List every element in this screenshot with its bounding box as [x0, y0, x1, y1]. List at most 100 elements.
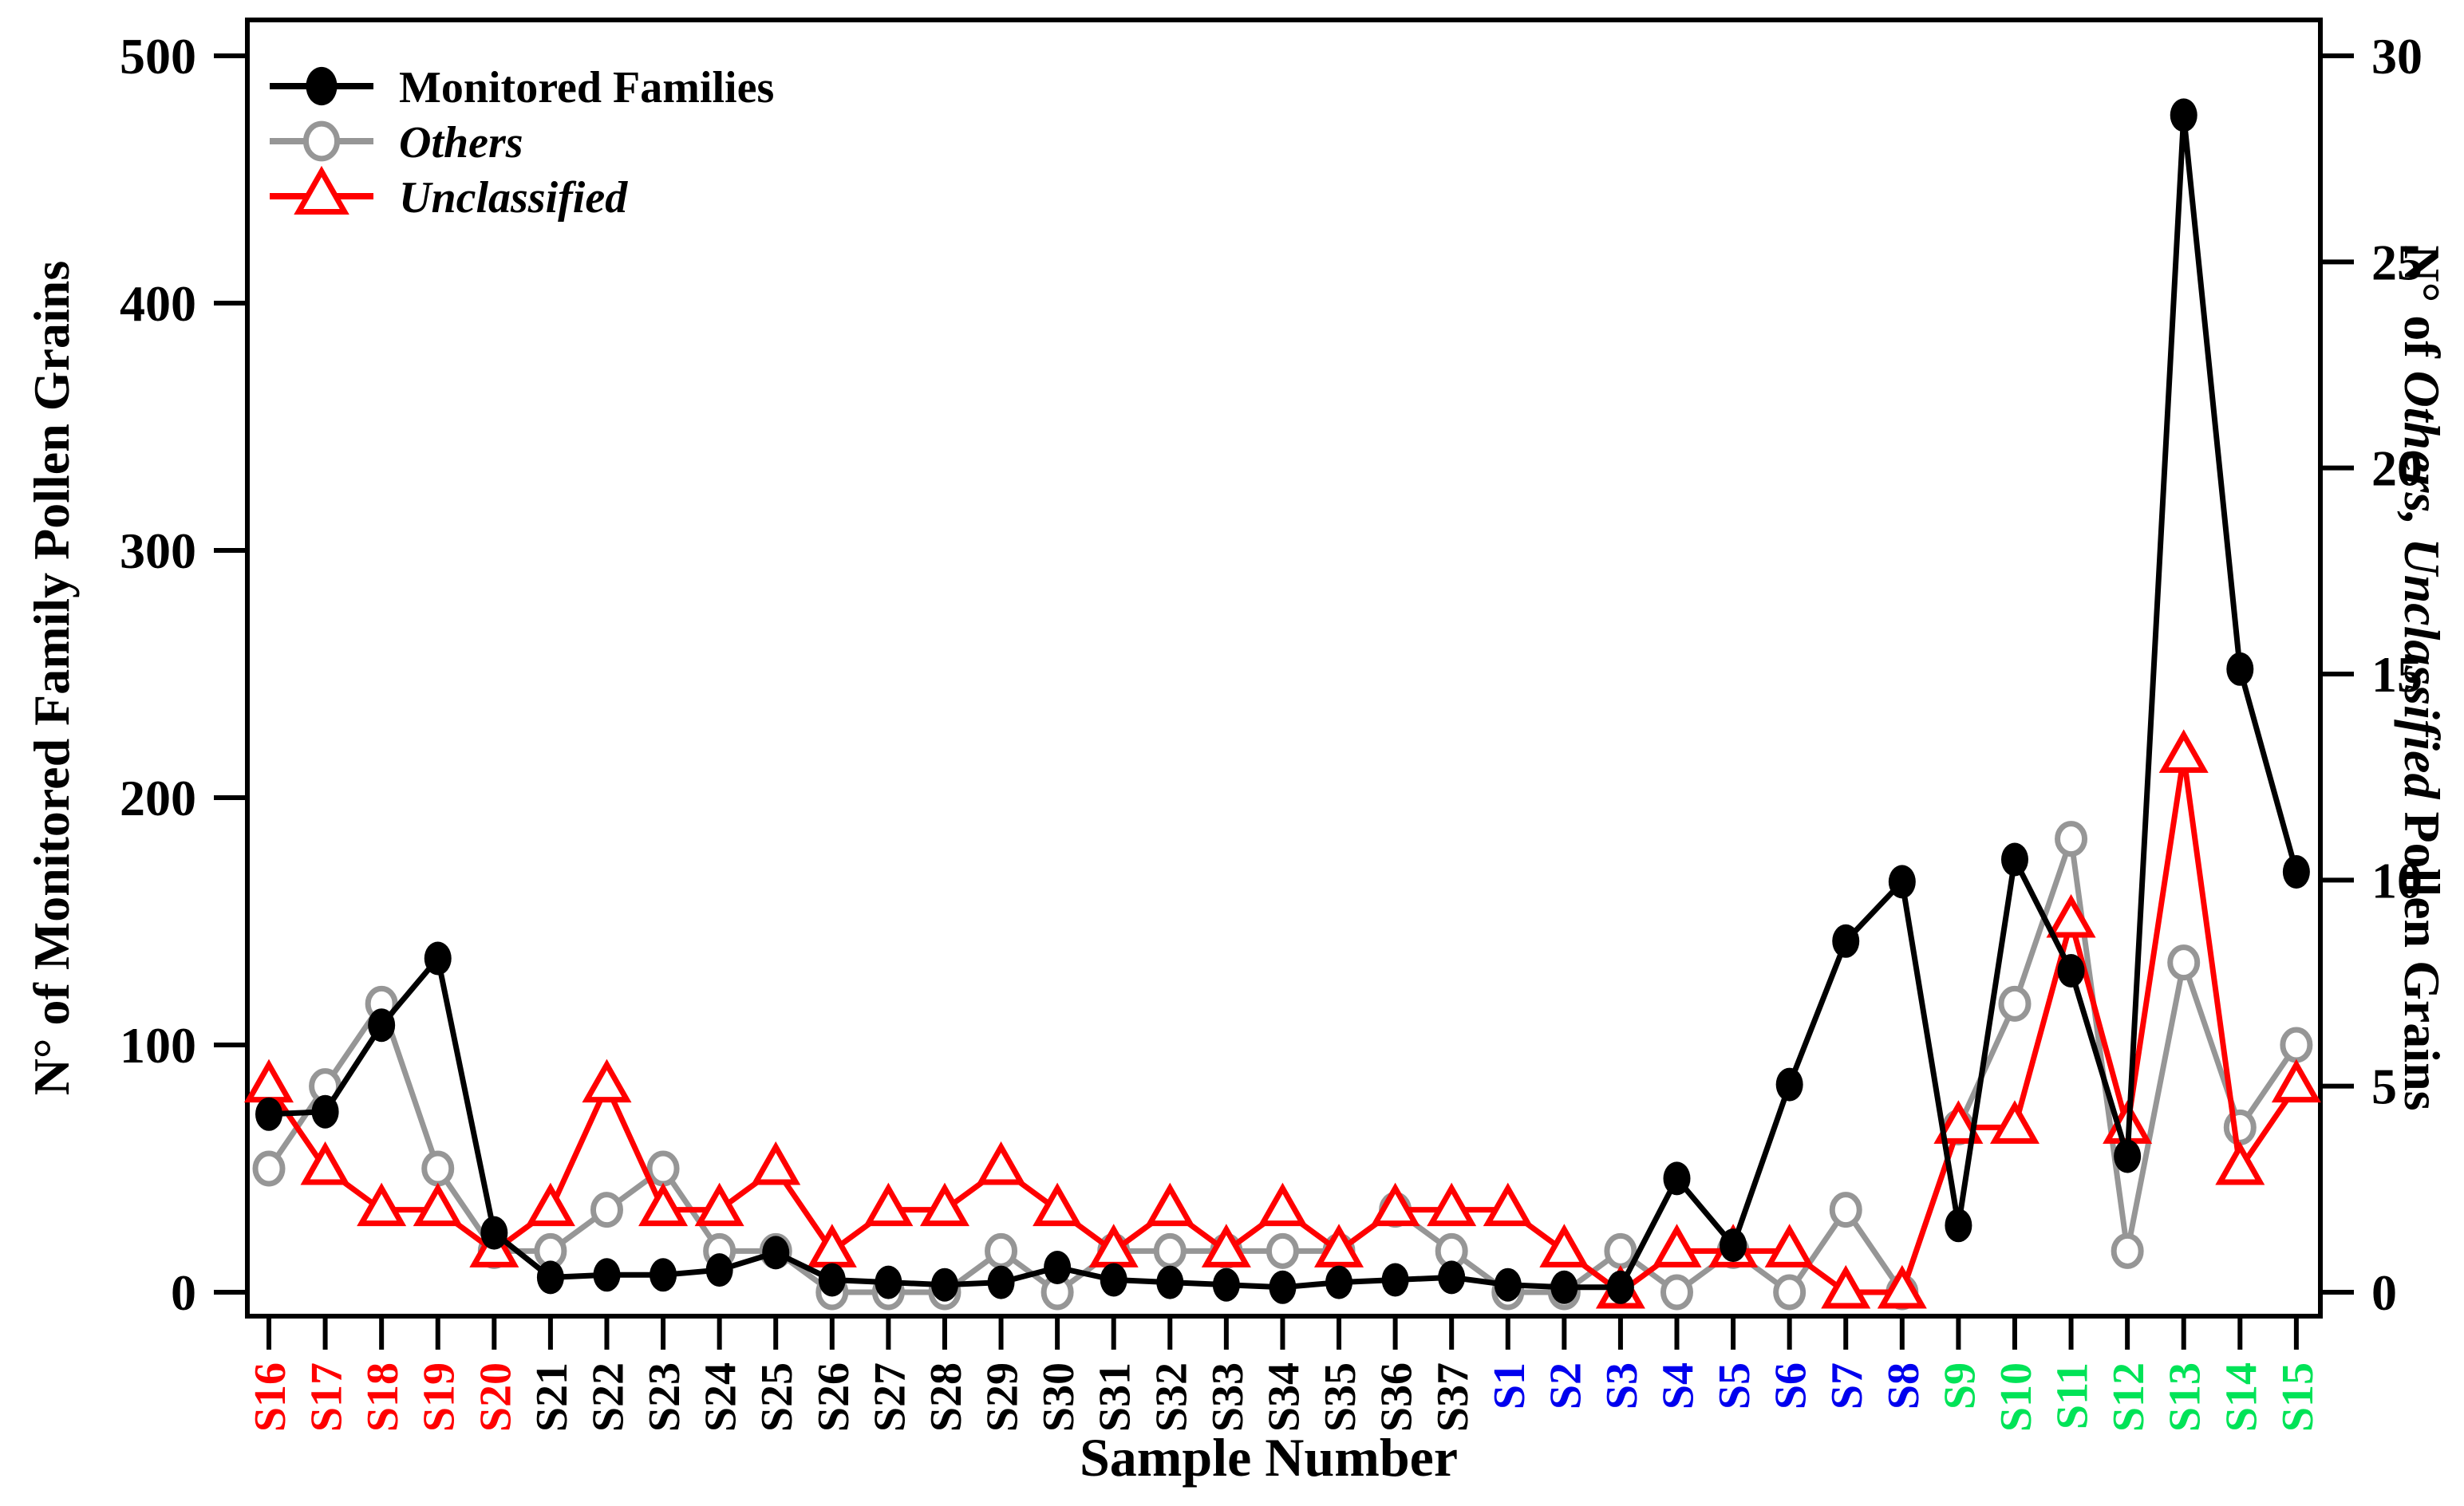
- x-tick-label: S14: [2217, 1362, 2266, 1432]
- open-triangle-marker: [1033, 1182, 1083, 1227]
- open-circle-marker: [590, 1192, 623, 1228]
- open-triangle-marker: [1764, 1224, 1814, 1267]
- open-circle-marker: [1604, 1232, 1637, 1269]
- x-tick-label: S20: [471, 1362, 520, 1432]
- open-triangle-marker: [413, 1182, 463, 1227]
- right-axis-tick-label: 30: [2371, 28, 2423, 85]
- open-triangle-marker: [2271, 1059, 2321, 1103]
- filled-circle-marker: [705, 1253, 733, 1287]
- open-triangle-marker: [525, 1182, 575, 1227]
- open-circle-marker: [646, 1150, 680, 1187]
- x-axis-title: Sample Number: [1080, 1427, 1458, 1488]
- filled-circle-marker: [1156, 1265, 1184, 1299]
- open-circle-marker: [1266, 1232, 1299, 1269]
- x-tick-label: S1: [1485, 1362, 1534, 1409]
- x-tick-label: S25: [752, 1362, 802, 1432]
- filled-circle-marker: [2000, 842, 2028, 877]
- x-tick-label: S6: [1767, 1362, 1816, 1409]
- x-tick-label: S16: [246, 1362, 295, 1432]
- filled-circle-marker: [1832, 924, 1860, 958]
- filled-circle-marker: [987, 1265, 1015, 1299]
- open-triangle-marker: [2158, 729, 2209, 773]
- filled-circle-marker: [1381, 1263, 1409, 1297]
- filled-circle-marker: [1438, 1260, 1466, 1295]
- x-tick-label: S17: [302, 1362, 352, 1432]
- open-triangle-marker: [863, 1182, 914, 1227]
- right-axis-tick-label: 5: [2371, 1059, 2397, 1115]
- open-triangle-marker: [294, 165, 349, 215]
- filled-circle-marker: [1550, 1270, 1578, 1304]
- x-tick-label: S11: [2048, 1362, 2098, 1429]
- x-tick-label: S32: [1147, 1362, 1196, 1432]
- open-triangle-marker: [2215, 1141, 2265, 1185]
- open-triangle-marker: [751, 1141, 801, 1185]
- x-tick-label: S2: [1541, 1362, 1590, 1409]
- left-axis-tick-label: 0: [171, 1264, 196, 1321]
- open-circle-marker: [1998, 985, 2032, 1022]
- x-tick-label: S15: [2273, 1362, 2323, 1432]
- open-triangle-marker: [1258, 1182, 1308, 1227]
- right-axis-tick-label: 0: [2371, 1264, 2397, 1321]
- left-axis-tick-label: 100: [120, 1017, 196, 1074]
- filled-circle-marker: [424, 941, 452, 976]
- open-triangle-marker: [1877, 1264, 1927, 1309]
- left-axis-title: N° of Monitored Family Pollen Grains: [23, 261, 80, 1096]
- x-tick-label: S10: [1992, 1362, 2041, 1432]
- filled-circle-marker: [2282, 855, 2310, 889]
- open-triangle-marker: [1652, 1224, 1702, 1267]
- open-triangle-marker: [1145, 1182, 1195, 1227]
- x-tick-label: S3: [1597, 1362, 1647, 1409]
- filled-circle-marker: [1212, 1267, 1240, 1302]
- open-circle-marker: [2055, 821, 2088, 857]
- filled-circle-marker: [593, 1258, 621, 1292]
- x-tick-label: S7: [1822, 1362, 1872, 1409]
- left-axis-tick-label: 400: [120, 275, 196, 332]
- right-axis-tick-label: 15: [2371, 646, 2423, 703]
- x-tick-label: S4: [1654, 1362, 1704, 1409]
- filled-circle-marker: [480, 1216, 508, 1250]
- x-tick-label: S36: [1372, 1362, 1422, 1432]
- legend-label: Others: [399, 118, 523, 168]
- open-circle-marker: [1829, 1192, 1862, 1228]
- filled-circle-marker: [368, 1008, 396, 1043]
- filled-circle-marker: [1494, 1267, 1522, 1302]
- x-tick-label: S5: [1710, 1362, 1759, 1409]
- open-triangle-marker: [638, 1182, 689, 1227]
- right-axis-title-part: N° of: [2394, 245, 2450, 370]
- x-tick-label: S23: [640, 1362, 689, 1432]
- filled-circle-marker: [1663, 1161, 1691, 1196]
- filled-circle-marker: [1044, 1251, 1072, 1284]
- series-monitored-families-line: [268, 115, 2300, 1291]
- filled-circle-marker: [1888, 865, 1916, 899]
- x-tick-label: S27: [865, 1362, 914, 1432]
- filled-circle-marker: [762, 1236, 790, 1270]
- open-triangle-marker: [1427, 1182, 1477, 1227]
- open-triangle-marker: [1539, 1224, 1589, 1267]
- open-circle-marker: [302, 120, 341, 162]
- series-others: [252, 821, 2313, 1311]
- open-triangle-marker: [1201, 1224, 1251, 1267]
- open-triangle-marker: [1933, 1100, 1984, 1144]
- x-tick-label: S31: [1091, 1362, 1140, 1432]
- open-triangle-marker: [1483, 1182, 1533, 1227]
- right-axis-title-part: Others, Unclassified: [2394, 371, 2450, 800]
- open-triangle-marker: [2046, 893, 2096, 938]
- x-tick-label: S35: [1316, 1362, 1365, 1432]
- right-axis-tick-label: 20: [2371, 440, 2423, 497]
- right-axis-tick-label: 10: [2371, 852, 2423, 909]
- left-axis-tick-label: 500: [120, 28, 196, 85]
- filled-circle-marker: [1100, 1263, 1127, 1297]
- filled-circle-marker: [1269, 1270, 1297, 1304]
- x-tick-label: S30: [1034, 1362, 1084, 1432]
- legend-label: Unclassified: [399, 173, 628, 223]
- open-triangle-marker: [1370, 1182, 1420, 1227]
- x-tick-label: S13: [2161, 1362, 2210, 1432]
- legend-item-unclassified: Unclassified: [270, 165, 628, 223]
- x-tick-label: S28: [922, 1362, 971, 1432]
- open-circle-marker: [2167, 944, 2201, 981]
- legend-item-others: Others: [270, 118, 523, 168]
- x-tick-label: S26: [809, 1362, 859, 1432]
- legend-label: Monitored Families: [399, 63, 774, 112]
